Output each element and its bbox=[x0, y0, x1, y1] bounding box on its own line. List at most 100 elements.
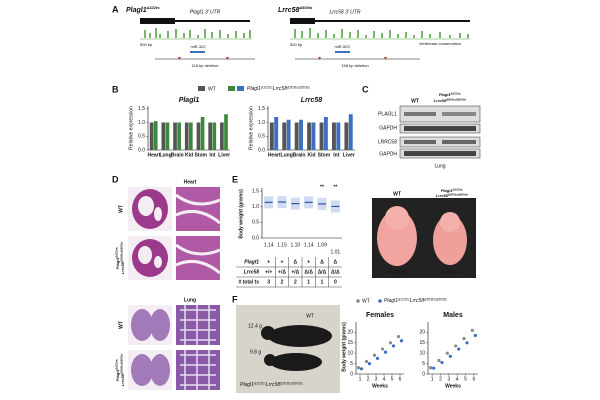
gene-track bbox=[140, 18, 255, 60]
bar bbox=[311, 122, 316, 150]
scale-label: 500 bp bbox=[140, 42, 153, 47]
value-label: 1.01 bbox=[330, 249, 340, 255]
data-point bbox=[359, 367, 364, 371]
weight-label: 1.19 g bbox=[390, 269, 404, 275]
chart-title: Lrrc58 bbox=[301, 97, 323, 104]
bar bbox=[165, 122, 170, 150]
column-label: WT bbox=[411, 98, 419, 104]
significance: ** bbox=[320, 184, 324, 190]
y-tick-label: 1.0 bbox=[138, 120, 145, 126]
legend-swatch bbox=[228, 86, 235, 91]
data-spread bbox=[330, 200, 340, 213]
row-label: Plagl1Δ322ts; bbox=[114, 359, 120, 381]
blot-label: GAPDH bbox=[379, 125, 397, 131]
x-tick-label: Kid bbox=[185, 152, 193, 158]
data-spread bbox=[304, 196, 314, 209]
deletion-label: 158 bp deletion bbox=[341, 63, 368, 68]
bar bbox=[336, 122, 341, 150]
y-tick-label: 15 bbox=[347, 340, 353, 346]
bar bbox=[319, 122, 324, 150]
y-tick-label: 1.5 bbox=[258, 106, 265, 112]
utr-label: Lrrc58 3′ UTR bbox=[330, 9, 361, 15]
y-tick-label: 10 bbox=[419, 351, 425, 357]
data-point bbox=[429, 366, 433, 370]
bar bbox=[286, 119, 291, 150]
gene-track bbox=[290, 18, 470, 60]
data-point bbox=[399, 339, 404, 343]
weight-label: 9.8 g bbox=[250, 349, 261, 355]
bar bbox=[307, 122, 312, 150]
column-label: Lrrc58Δ503ts/Δ503ts bbox=[434, 97, 467, 103]
utr-label: Plagl1 3′ UTR bbox=[190, 9, 221, 15]
data-spread bbox=[264, 196, 274, 209]
x-tick-label: 6 bbox=[399, 376, 402, 382]
x-tick-label: 3 bbox=[375, 376, 378, 382]
mouse-photo bbox=[236, 305, 340, 393]
data-point bbox=[396, 334, 401, 339]
mirna-label: miR-503 bbox=[334, 44, 350, 49]
x-tick-label: Int bbox=[333, 152, 339, 158]
panel-label: F bbox=[232, 294, 238, 304]
axis-title: Weeks bbox=[445, 383, 461, 389]
data-point bbox=[440, 360, 444, 365]
x-tick-label: 2 bbox=[367, 376, 370, 382]
data-point bbox=[445, 351, 449, 355]
y-tick-label: 5 bbox=[350, 361, 353, 367]
y-tick-label: 0.0 bbox=[138, 147, 145, 153]
y-tick-label: 0.5 bbox=[258, 134, 265, 140]
chart-title: Plagl1 bbox=[179, 97, 200, 104]
bar bbox=[348, 114, 353, 150]
x-tick-label: 4 bbox=[383, 376, 386, 382]
y-tick-label: 0.0 bbox=[252, 235, 259, 241]
conservation-label: Vertebrate conservation bbox=[419, 41, 461, 46]
photo-label: Plagl1Δ322ts; bbox=[441, 187, 463, 193]
y-tick-label: 15 bbox=[419, 340, 425, 346]
x-tick-label: 1 bbox=[359, 376, 362, 382]
axis-title: Body weight (grams) bbox=[341, 322, 347, 372]
value-label: 1.14 bbox=[264, 242, 274, 248]
table-cell: + bbox=[267, 259, 270, 265]
bar bbox=[274, 117, 279, 150]
x-tick-label: Stom bbox=[318, 152, 331, 158]
bar bbox=[196, 122, 201, 150]
data-point bbox=[437, 358, 441, 363]
row-label: Plagl1Δ322ts; bbox=[114, 247, 120, 269]
x-tick-label: 1 bbox=[431, 376, 434, 382]
y-tick-label: 1.5 bbox=[252, 188, 259, 194]
pup-photos bbox=[372, 198, 476, 278]
table-cell: +/Δ bbox=[278, 269, 286, 275]
value-label: 1.15 bbox=[277, 242, 287, 248]
bar bbox=[282, 122, 287, 150]
x-tick-label: 2 bbox=[439, 376, 442, 382]
axis-title: Relative expression bbox=[128, 106, 134, 150]
bar bbox=[294, 122, 299, 150]
bar bbox=[224, 114, 228, 150]
table-cell: 0 bbox=[334, 279, 337, 285]
data-point bbox=[383, 350, 388, 354]
table-row-label: Lrrc58 bbox=[244, 269, 260, 275]
bar bbox=[153, 121, 158, 150]
y-tick-label: 0.0 bbox=[258, 147, 265, 153]
weight-label: 12.4 g bbox=[248, 323, 262, 329]
x-tick-label: Liver bbox=[343, 152, 355, 158]
legend-swatch bbox=[198, 86, 205, 91]
scale-label: 500 bp bbox=[290, 42, 303, 47]
value-label: 1.14 bbox=[304, 242, 314, 248]
blot-label: LRRC58 bbox=[378, 139, 397, 145]
table-row-label: Plagl1 bbox=[244, 259, 259, 265]
data-point bbox=[388, 341, 393, 345]
legend-swatch bbox=[237, 86, 244, 91]
data-point bbox=[432, 366, 436, 370]
table-cell: Δ bbox=[294, 259, 298, 265]
x-tick-label: Brain bbox=[293, 152, 306, 158]
table-cell: 1 bbox=[321, 279, 324, 285]
legend-swatch bbox=[356, 299, 360, 303]
y-tick-label: 5 bbox=[422, 361, 425, 367]
data-point bbox=[454, 344, 458, 348]
x-tick-label: Lung bbox=[159, 152, 171, 158]
bar bbox=[323, 117, 328, 150]
data-point bbox=[380, 347, 385, 351]
table-cell: Δ bbox=[320, 259, 324, 265]
axis-title: Weeks bbox=[372, 383, 388, 389]
